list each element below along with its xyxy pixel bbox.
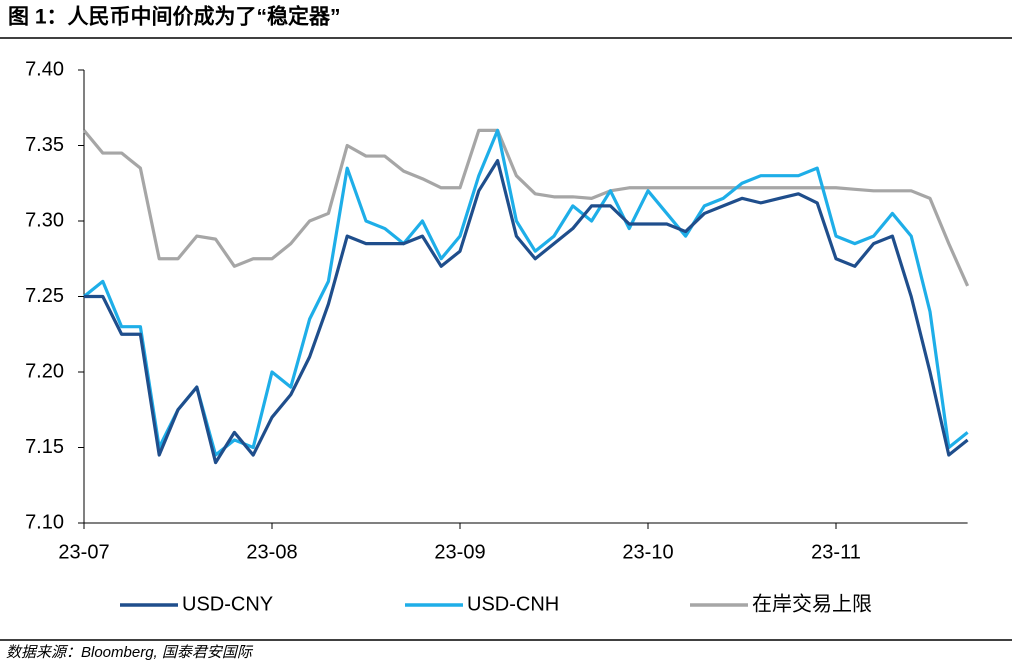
legend-label: USD-CNY	[182, 593, 273, 615]
series-line	[82, 128, 970, 287]
x-tick-label: 23-11	[811, 541, 861, 563]
y-tick-label: 7.20	[25, 360, 64, 382]
series-line	[84, 159, 969, 465]
series-line	[82, 128, 969, 457]
y-tick-label: 7.40	[25, 58, 64, 80]
x-tick-label: 23-10	[622, 541, 673, 563]
y-tick-label: 7.15	[25, 436, 64, 458]
legend-label: 在岸交易上限	[752, 592, 872, 615]
y-tick-label: 7.10	[25, 511, 64, 533]
source-note: 数据来源：Bloomberg, 国泰君安国际	[6, 644, 254, 661]
x-tick-label: 23-09	[434, 541, 485, 563]
x-tick-label: 23-07	[58, 541, 109, 563]
x-tick-label: 23-08	[246, 541, 297, 563]
y-tick-label: 7.30	[25, 209, 64, 231]
y-tick-label: 7.35	[25, 134, 64, 156]
legend-label: USD-CNH	[467, 593, 559, 615]
y-tick-label: 7.25	[25, 285, 64, 307]
chart-title: 图 1：人民币中间价成为了“稳定器”	[8, 5, 341, 29]
